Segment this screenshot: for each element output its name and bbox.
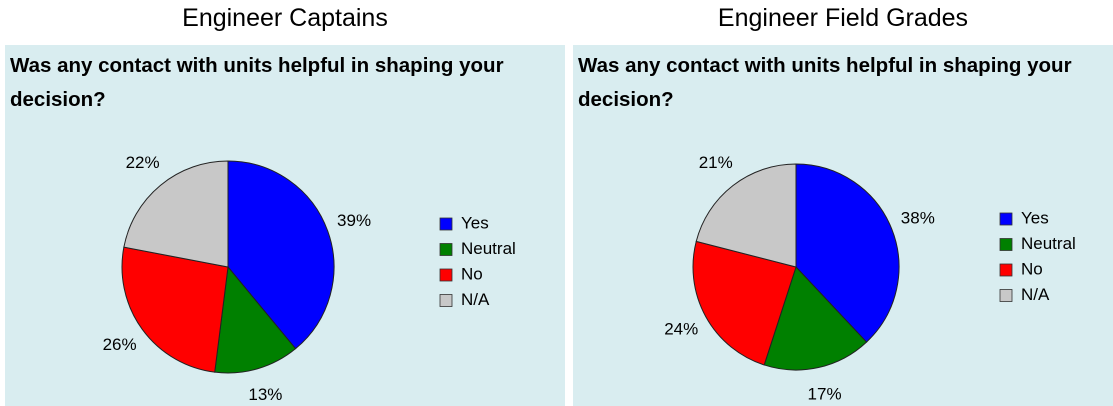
chart-subtitle: Was any contact with units helpful in sh…: [578, 54, 1072, 111]
pie-slice: [695, 163, 797, 268]
pie-slice: [214, 265, 297, 374]
pie-slice: [227, 160, 335, 350]
legend-label: N/A: [461, 290, 490, 309]
pie-slice: [795, 163, 900, 343]
legend-label: Yes: [1021, 208, 1049, 227]
legend-swatch: [439, 294, 453, 307]
pie-chart: 38% 17% 24% 21% Yes Neutral No N/A: [664, 153, 1076, 403]
pie-slice: [692, 240, 797, 366]
slice-label: 38%: [901, 208, 935, 227]
chart-panel: 39% 13% 26% 22% Yes Neutral No N/A Was any conta…: [5, 45, 565, 406]
legend-swatch: [999, 263, 1013, 277]
chart-title: Engineer Field Grades: [717, 4, 969, 32]
pie-slice: [123, 160, 229, 268]
chart-title: Engineer Captains: [182, 4, 388, 32]
legend-label: No: [461, 264, 483, 283]
pie-slice: [121, 246, 229, 373]
slice-label: 24%: [664, 320, 698, 339]
chart-subtitle: Was any contact with units helpful in sh…: [10, 54, 504, 111]
slice-label: 13%: [248, 385, 282, 404]
legend-swatch: [999, 238, 1013, 251]
legend-swatch: [439, 243, 453, 256]
legend-label: Yes: [461, 213, 489, 232]
legend-swatch: [439, 217, 453, 231]
chart-panel: 38% 17% 24% 21% Yes Neutral No N/A Was any conta…: [573, 45, 1113, 406]
slice-label: 26%: [103, 335, 137, 354]
slice-label: 39%: [337, 211, 371, 230]
legend-label: Neutral: [461, 239, 516, 258]
slice-label: 22%: [126, 153, 160, 172]
legend-swatch: [999, 289, 1013, 302]
slice-label: 21%: [699, 153, 733, 172]
legend-swatch: [439, 268, 453, 282]
legend-label: Neutral: [1021, 234, 1076, 253]
legend-label: N/A: [1021, 285, 1050, 304]
pie-slice: [763, 266, 868, 371]
legend-label: No: [1021, 259, 1043, 278]
legend-swatch: [999, 212, 1013, 226]
pie-chart: 39% 13% 26% 22% Yes Neutral No N/A: [103, 153, 516, 404]
slice-label: 17%: [808, 384, 842, 403]
